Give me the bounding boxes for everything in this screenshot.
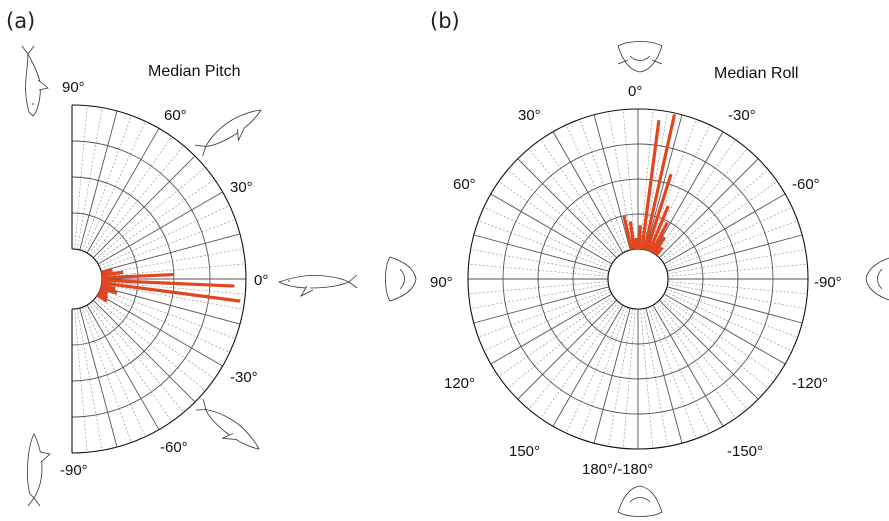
pitch-ring bbox=[71, 176, 175, 382]
roll-spoke bbox=[483, 206, 611, 267]
roll-tick-label: 0° bbox=[628, 83, 642, 100]
roll-spoke bbox=[642, 308, 668, 447]
pitch-bar bbox=[100, 268, 113, 275]
roll-tick-label: -60° bbox=[792, 176, 820, 193]
roll-bar bbox=[652, 236, 666, 255]
pitch-bar bbox=[100, 283, 116, 291]
whale-head-front-icon bbox=[617, 41, 663, 73]
pitch-tick-label: -90° bbox=[60, 462, 88, 479]
pitch-ring bbox=[71, 212, 139, 346]
whale-horizontal-icon bbox=[277, 274, 358, 297]
pitch-bar bbox=[96, 293, 108, 303]
pitch-tick-label: 90° bbox=[62, 79, 85, 96]
pitch-tick-label: 30° bbox=[230, 179, 253, 196]
roll-tick-label: 60° bbox=[453, 176, 476, 193]
roll-bar bbox=[645, 173, 673, 251]
roll-tick-label: 150° bbox=[509, 443, 540, 460]
roll-outer-circle bbox=[467, 108, 809, 450]
roll-bar bbox=[628, 221, 636, 250]
roll-ring bbox=[502, 143, 774, 415]
roll-bar bbox=[642, 114, 677, 251]
roll-tick-label: 90° bbox=[430, 274, 453, 291]
roll-tick-label: 120° bbox=[444, 375, 475, 392]
roll-bar bbox=[650, 221, 669, 254]
roll-bar bbox=[640, 119, 661, 250]
panel-b-letter: (b) bbox=[430, 9, 460, 33]
pitch-inner-circle bbox=[71, 248, 103, 310]
roll-ring bbox=[572, 213, 704, 345]
roll-bar bbox=[654, 246, 664, 257]
roll-spoke bbox=[665, 291, 793, 352]
whale-diagonal-up-icon bbox=[195, 109, 262, 156]
pitch-bar bbox=[100, 286, 118, 295]
whale-head-right-icon bbox=[865, 256, 889, 302]
roll-spoke bbox=[654, 303, 736, 419]
roll-inner-circle bbox=[607, 248, 669, 310]
whale-vertical-up-icon bbox=[21, 45, 49, 117]
roll-ring bbox=[537, 178, 739, 380]
whale-head-left-icon bbox=[385, 256, 417, 302]
roll-spoke bbox=[507, 169, 616, 260]
roll-spoke bbox=[654, 139, 736, 255]
roll-spoke bbox=[540, 139, 622, 255]
roll-bar bbox=[637, 225, 642, 250]
pitch-tick-label: 60° bbox=[164, 107, 187, 124]
pitch-polar-chart: 90° 60° 30° 0° -30° -60° -90° bbox=[60, 79, 268, 479]
roll-spoke bbox=[483, 291, 611, 352]
roll-polar-chart: 0° -30° -60° -90° -120° -150° 180°/-180° 150° 12… bbox=[430, 83, 842, 478]
roll-tick-label: 30° bbox=[518, 107, 541, 124]
whale-diagonal-down-icon bbox=[195, 399, 260, 450]
roll-tick-label: -90° bbox=[814, 274, 842, 291]
roll-tick-label: -30° bbox=[728, 107, 756, 124]
pitch-bar bbox=[101, 270, 124, 277]
pitch-tick-label: -30° bbox=[230, 369, 258, 386]
pitch-bar bbox=[101, 281, 241, 303]
roll-bar bbox=[648, 205, 670, 252]
panel-a-title: Median Pitch bbox=[148, 63, 241, 80]
roll-spoke bbox=[540, 303, 622, 419]
roll-tick-label: -120° bbox=[792, 375, 828, 392]
pitch-bar bbox=[101, 272, 174, 280]
panel-b-title: Median Roll bbox=[714, 65, 798, 82]
pitch-tick-label: -60° bbox=[160, 439, 188, 456]
roll-spoke bbox=[665, 206, 793, 267]
pitch-bar bbox=[97, 291, 109, 299]
roll-tick-label: -150° bbox=[727, 443, 763, 460]
pitch-bar bbox=[101, 278, 235, 288]
roll-bar bbox=[622, 215, 634, 251]
pitch-outer-arc bbox=[71, 104, 247, 454]
pitch-ring bbox=[71, 140, 211, 418]
panel-a-letter: (a) bbox=[6, 9, 35, 33]
pitch-tick-label: 0° bbox=[254, 272, 268, 289]
pitch-bar bbox=[99, 289, 109, 296]
roll-tick-label: 180°/-180° bbox=[582, 461, 653, 478]
roll-spoke bbox=[608, 308, 634, 447]
whale-vertical-down-icon bbox=[27, 433, 51, 507]
whale-head-inverted-icon bbox=[617, 485, 663, 517]
